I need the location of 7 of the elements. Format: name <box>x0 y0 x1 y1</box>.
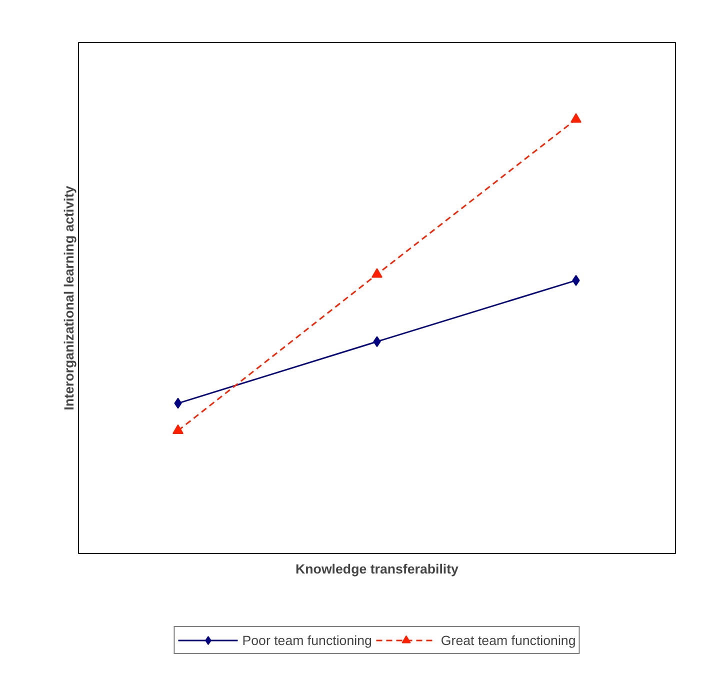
point <box>372 268 382 278</box>
point <box>570 113 582 123</box>
x-axis-title: Knowledge transferability <box>296 562 460 576</box>
legend-label: Poor team functioning <box>242 632 372 648</box>
legend-label: Great team functioning <box>440 632 576 648</box>
y-axis-title: Interorganizational learning activity <box>62 185 76 410</box>
point <box>172 424 184 434</box>
